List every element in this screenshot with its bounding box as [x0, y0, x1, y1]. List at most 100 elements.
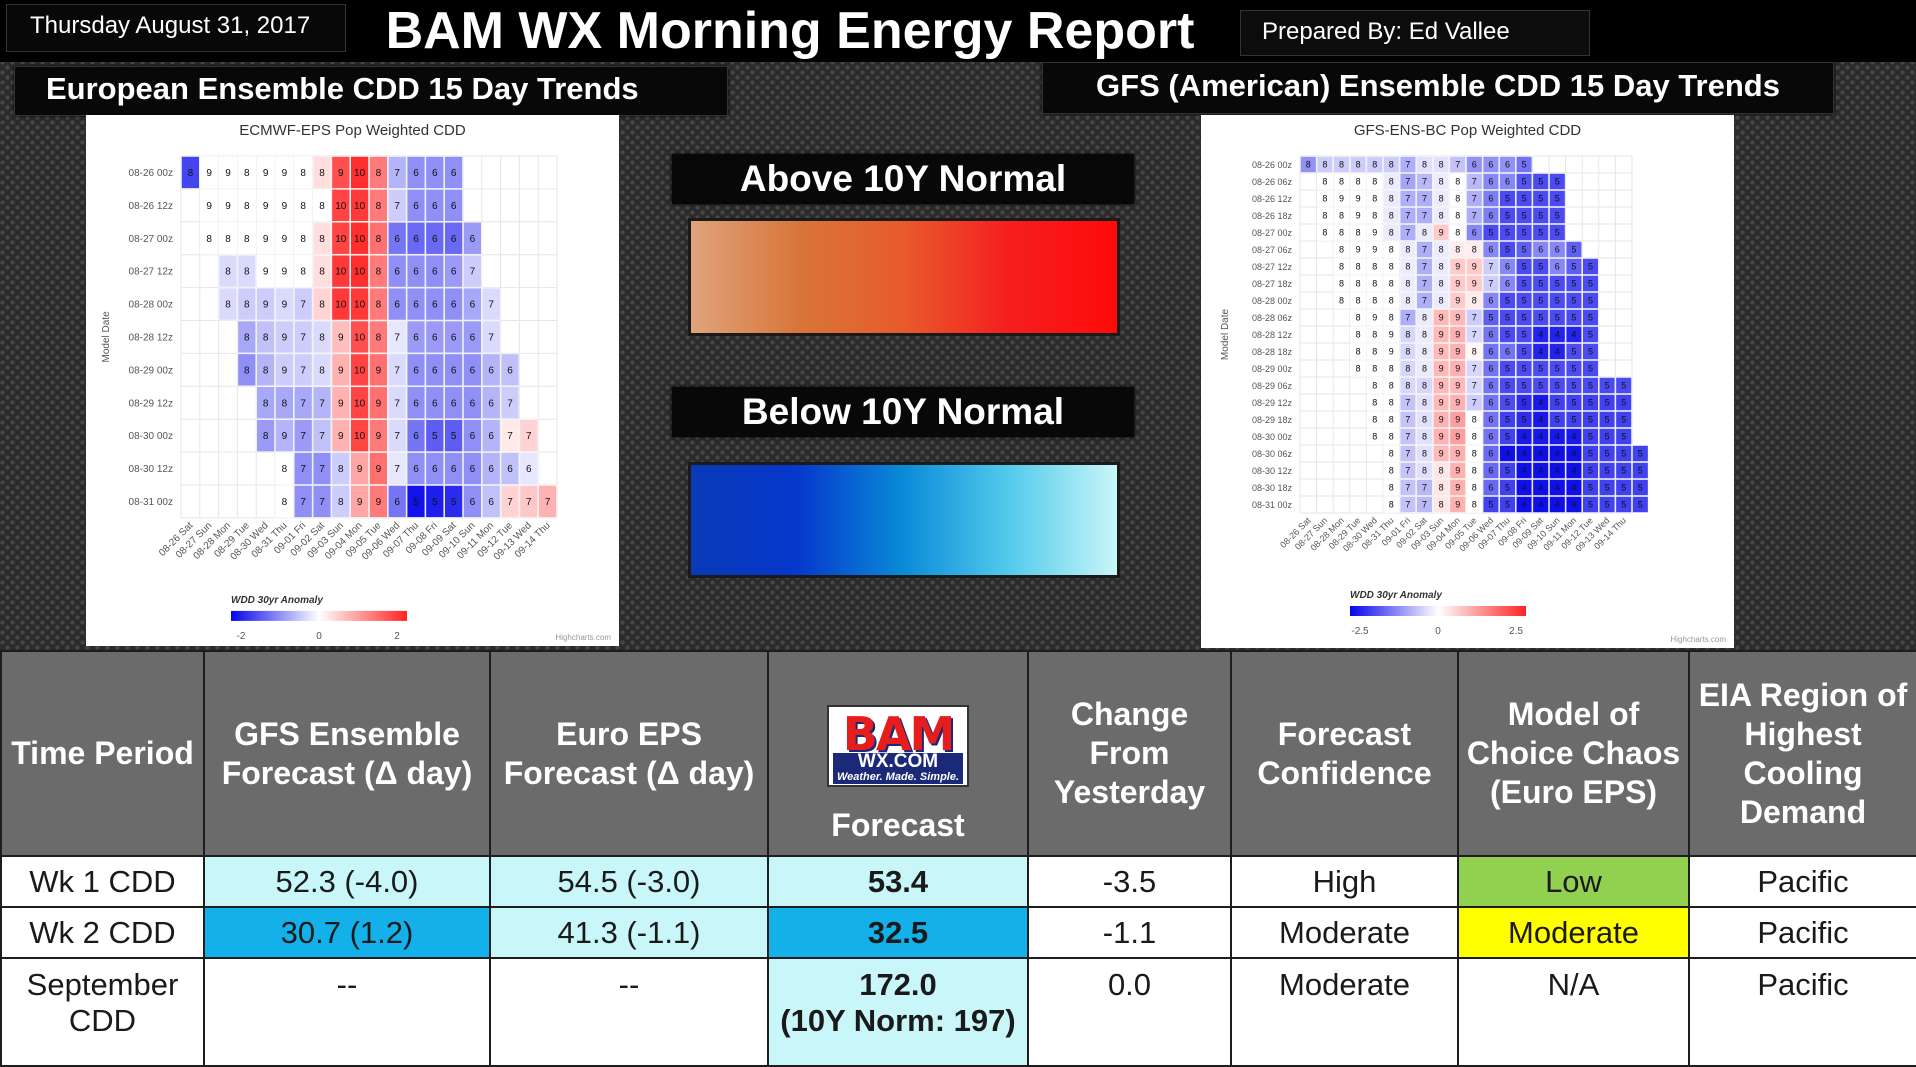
heatmap-cell: [1565, 411, 1582, 428]
cell-value: 5: [1621, 415, 1626, 425]
cell-value: 10: [335, 201, 347, 212]
cell-value: 6: [413, 300, 419, 311]
cell-value: 8: [1356, 364, 1361, 374]
cell-value: 8: [1389, 245, 1394, 255]
cell-value: 8: [1422, 364, 1427, 374]
cell-value: 7: [545, 497, 551, 508]
cell-value: 8: [1405, 364, 1410, 374]
cell-value: 9: [1339, 194, 1344, 204]
cell-value: 9: [282, 267, 288, 278]
heatmap-cell: [1399, 292, 1416, 309]
cell-change: 0.0: [1027, 957, 1232, 1067]
cell-value: 10: [335, 234, 347, 245]
heatmap-cell: [294, 254, 313, 288]
cell-value: 8: [1389, 177, 1394, 187]
heatmap-cell: [331, 452, 350, 485]
cell-value: 6: [413, 168, 419, 179]
heatmap-cell: [294, 222, 313, 255]
cell-value: 7: [1455, 160, 1460, 170]
cell-value: 4: [1538, 415, 1543, 425]
cell-value: 5: [1621, 466, 1626, 476]
heatmap-cell: [218, 287, 238, 321]
cell-value: 5: [1522, 330, 1527, 340]
heatmap-cell: [1466, 462, 1483, 479]
cell-value: 6: [1555, 245, 1560, 255]
cell-value: 7: [394, 398, 400, 409]
heatmap-cell: [1383, 496, 1400, 513]
cell-value: 8: [1356, 313, 1361, 323]
heatmap-cell: [312, 156, 332, 189]
heatmap-cell: [406, 156, 426, 189]
cell-value: 8: [1389, 262, 1394, 272]
cell-value: 7: [1405, 449, 1410, 459]
cell-value: 9: [282, 332, 288, 343]
cell-value: 7: [394, 464, 400, 475]
heatmap-cell: [200, 222, 219, 255]
cell-value: 5: [1505, 381, 1510, 391]
heatmap-cell: [1565, 275, 1582, 292]
cell-value: 6: [1488, 160, 1493, 170]
cell-value: 9: [1389, 330, 1394, 340]
cell-value: 9: [1455, 279, 1460, 289]
heatmap-cell: [500, 452, 520, 485]
heatmap-cell: [1416, 428, 1433, 445]
cell-value: 5: [1522, 296, 1527, 306]
cell-value: 7: [1422, 194, 1427, 204]
cell-value: 6: [432, 398, 438, 409]
heatmap-cell: [1399, 496, 1416, 513]
legend-title: WDD 30yr Anomaly: [231, 595, 323, 606]
heatmap-cell: [1499, 411, 1516, 428]
cell-value: 8: [1405, 262, 1410, 272]
cell-value: 8: [1439, 160, 1444, 170]
y-tick-label: 08-26 00z: [129, 168, 173, 179]
cell-value: 6: [1488, 466, 1493, 476]
heatmap-cell: [1466, 479, 1483, 496]
heatmap-cell: [1565, 428, 1582, 445]
cell-value: 5: [1538, 279, 1543, 289]
gfs-chart: GFS-ENS-BC Pop Weighted CDD Model Date 08-…: [1201, 115, 1734, 648]
heatmap-cell: [1499, 224, 1516, 241]
y-tick-label: 08-30 00z: [129, 431, 173, 442]
heatmap-cell: [1532, 292, 1549, 309]
cell-value: 6: [413, 365, 419, 376]
cell-value: 5: [1505, 415, 1510, 425]
cell-value: 5: [1588, 347, 1593, 357]
heatmap-cell: [1399, 411, 1416, 428]
heatmap-cell: [275, 222, 294, 255]
cell-value: 8: [1306, 160, 1311, 170]
heatmap-cell: [406, 452, 426, 485]
heatmap-cell: [1466, 190, 1483, 207]
cell-value: 7: [319, 497, 325, 508]
cell-value: 8: [1422, 415, 1427, 425]
heatmap-cell: [1532, 309, 1549, 326]
cell-value: 8: [1372, 296, 1377, 306]
cell-value: 6: [470, 398, 476, 409]
heatmap-cell: [181, 156, 200, 189]
cell-confidence: High: [1230, 855, 1459, 908]
cell-value: 8: [244, 300, 250, 311]
heatmap-cell: [1499, 207, 1516, 224]
cell-value: 8: [1372, 330, 1377, 340]
heatmap-cell: [350, 452, 369, 485]
heatmap-cell: [1300, 156, 1317, 173]
heatmap-cell: [425, 452, 444, 485]
heatmap-cell: [1366, 207, 1383, 224]
cell-value: 4: [1571, 466, 1576, 476]
y-tick-label: 08-26 06z: [1252, 177, 1293, 187]
heatmap-cell: [294, 320, 313, 354]
cell-value: 9: [338, 431, 344, 442]
heatmap-cell: [369, 254, 388, 288]
cell-value: 8: [1455, 211, 1460, 221]
heatmap-cell: [1549, 445, 1566, 462]
cell-value: 5: [1522, 262, 1527, 272]
heatmap-cell: [1416, 360, 1433, 377]
cell-value: 5: [1522, 347, 1527, 357]
heatmap-cell: [1433, 207, 1450, 224]
cell-value: 8: [1389, 500, 1394, 510]
cell-confidence: Moderate: [1230, 957, 1459, 1067]
cell-value: 6: [1505, 279, 1510, 289]
y-tick-label: 08-26 00z: [1252, 160, 1293, 170]
heatmap-cell: [331, 287, 350, 321]
heatmap-cell: [1482, 445, 1499, 462]
heatmap-cell: [1482, 156, 1499, 173]
